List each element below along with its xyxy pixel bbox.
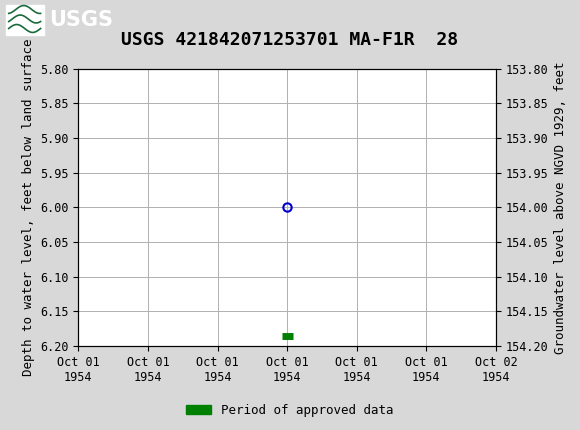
Text: USGS 421842071253701 MA-F1R  28: USGS 421842071253701 MA-F1R 28 — [121, 31, 459, 49]
Legend: Period of approved data: Period of approved data — [181, 399, 399, 421]
Text: USGS: USGS — [49, 10, 113, 30]
Y-axis label: Groundwater level above NGVD 1929, feet: Groundwater level above NGVD 1929, feet — [554, 61, 567, 354]
Y-axis label: Depth to water level, feet below land surface: Depth to water level, feet below land su… — [21, 39, 35, 376]
Bar — [6, 5, 44, 35]
